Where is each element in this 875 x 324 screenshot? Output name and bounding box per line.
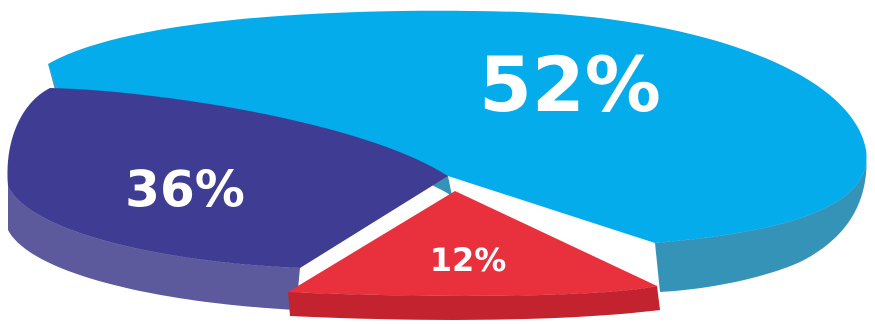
slice-52-top bbox=[48, 10, 867, 244]
slice-12-top bbox=[288, 191, 657, 296]
slice-label-12: 12% bbox=[430, 241, 507, 279]
slice-36-top bbox=[7, 88, 448, 268]
slice-12 bbox=[288, 191, 660, 320]
slice-12-side bbox=[288, 286, 660, 320]
slice-36-side bbox=[8, 186, 300, 310]
slice-36 bbox=[7, 88, 448, 310]
slice-label-52: 52% bbox=[479, 40, 661, 129]
slice-label-36: 36% bbox=[125, 161, 245, 219]
